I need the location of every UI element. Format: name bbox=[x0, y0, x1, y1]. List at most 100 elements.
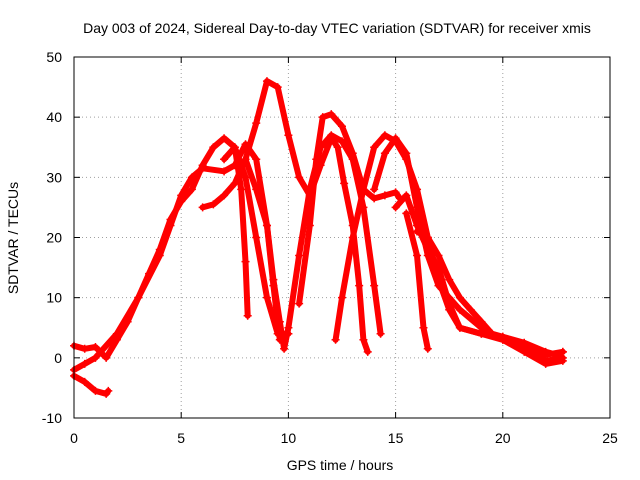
data-point bbox=[359, 335, 368, 344]
data-point bbox=[370, 185, 379, 194]
data-point bbox=[333, 143, 342, 152]
data-point bbox=[241, 155, 250, 164]
y-tick-label: -10 bbox=[42, 410, 62, 426]
data-point bbox=[413, 227, 422, 236]
data-point bbox=[466, 305, 475, 314]
x-tick-label: 0 bbox=[70, 430, 78, 446]
data-point bbox=[295, 299, 304, 308]
data-point bbox=[370, 194, 379, 203]
data-point bbox=[455, 305, 464, 314]
data-point bbox=[243, 311, 252, 320]
x-tick-label: 5 bbox=[177, 430, 185, 446]
data-point bbox=[220, 191, 229, 200]
x-tick-label: 25 bbox=[602, 430, 618, 446]
data-point bbox=[80, 359, 89, 368]
data-point bbox=[305, 221, 314, 230]
data-point bbox=[230, 179, 239, 188]
data-point bbox=[380, 191, 389, 200]
data-point bbox=[488, 329, 497, 338]
data-point bbox=[91, 343, 100, 352]
data-point bbox=[445, 299, 454, 308]
data-point bbox=[230, 161, 239, 170]
data-point bbox=[252, 155, 261, 164]
grid bbox=[74, 57, 610, 418]
data-point bbox=[423, 245, 432, 254]
data-point bbox=[355, 281, 364, 290]
data-point bbox=[348, 233, 357, 242]
data-point bbox=[327, 110, 336, 119]
data-point bbox=[252, 233, 261, 242]
series-arc-10 bbox=[392, 192, 566, 364]
data-point bbox=[280, 344, 289, 353]
data-point bbox=[434, 251, 443, 260]
data-point bbox=[252, 119, 261, 128]
data-point bbox=[230, 143, 239, 152]
data-point bbox=[220, 155, 229, 164]
chart-title: Day 003 of 2024, Sidereal Day-to-day VTE… bbox=[83, 20, 591, 36]
data-point bbox=[380, 131, 389, 140]
data-point bbox=[402, 191, 411, 200]
x-tick-label: 10 bbox=[281, 430, 297, 446]
series-arc-5 bbox=[242, 132, 384, 352]
data-point bbox=[445, 275, 454, 284]
data-point bbox=[363, 347, 372, 356]
data-point bbox=[155, 251, 164, 260]
data-point bbox=[166, 221, 175, 230]
data-point bbox=[413, 251, 422, 260]
data-point bbox=[187, 185, 196, 194]
data-point bbox=[348, 149, 357, 158]
data-point bbox=[273, 329, 282, 338]
y-tick-label: 40 bbox=[46, 109, 62, 125]
data-point bbox=[541, 350, 550, 359]
data-point bbox=[413, 203, 422, 212]
data-point bbox=[273, 83, 282, 92]
data-point bbox=[80, 344, 89, 353]
data-point bbox=[359, 185, 368, 194]
data-point bbox=[498, 332, 507, 341]
data-point bbox=[402, 209, 411, 218]
data-point bbox=[102, 353, 111, 362]
data-point bbox=[104, 386, 113, 395]
data-point bbox=[338, 293, 346, 302]
data-point bbox=[198, 203, 207, 212]
y-tick-label: 0 bbox=[54, 350, 62, 366]
data-point bbox=[423, 233, 432, 242]
data-point bbox=[187, 173, 196, 182]
data-point bbox=[198, 164, 207, 173]
data-point bbox=[237, 185, 246, 194]
data-point bbox=[220, 167, 229, 176]
data-point bbox=[419, 323, 428, 332]
axis-ticks: 0 5 10 15 20 25 -10 0 10 20 30 40 50 bbox=[42, 49, 618, 446]
data-point bbox=[331, 335, 340, 344]
data-point bbox=[220, 134, 229, 143]
data-point bbox=[112, 329, 121, 338]
data-point bbox=[338, 122, 346, 131]
data-point bbox=[262, 77, 271, 86]
data-point bbox=[241, 173, 250, 182]
data-point bbox=[252, 185, 261, 194]
data-point bbox=[402, 149, 411, 158]
data-point bbox=[134, 293, 143, 302]
data-point bbox=[477, 329, 486, 338]
data-point bbox=[391, 134, 400, 143]
y-axis-label: SDTVAR / TECUs bbox=[5, 182, 21, 294]
data-point bbox=[370, 143, 379, 152]
data-point bbox=[284, 329, 293, 338]
data-point bbox=[91, 353, 100, 362]
data-point bbox=[312, 155, 321, 164]
data-point bbox=[295, 173, 304, 182]
y-tick-label: 50 bbox=[46, 49, 62, 65]
data-point bbox=[455, 293, 464, 302]
data-point bbox=[209, 143, 218, 152]
data-point bbox=[241, 257, 250, 266]
data-point bbox=[391, 188, 400, 197]
y-tick-label: 30 bbox=[46, 169, 62, 185]
data-point bbox=[209, 200, 218, 209]
data-point bbox=[520, 341, 529, 350]
x-tick-label: 15 bbox=[388, 430, 404, 446]
data-point bbox=[370, 281, 379, 290]
series-arc-11 bbox=[403, 210, 431, 352]
data-series bbox=[70, 77, 567, 398]
data-point bbox=[338, 137, 346, 146]
data-point bbox=[455, 323, 464, 332]
